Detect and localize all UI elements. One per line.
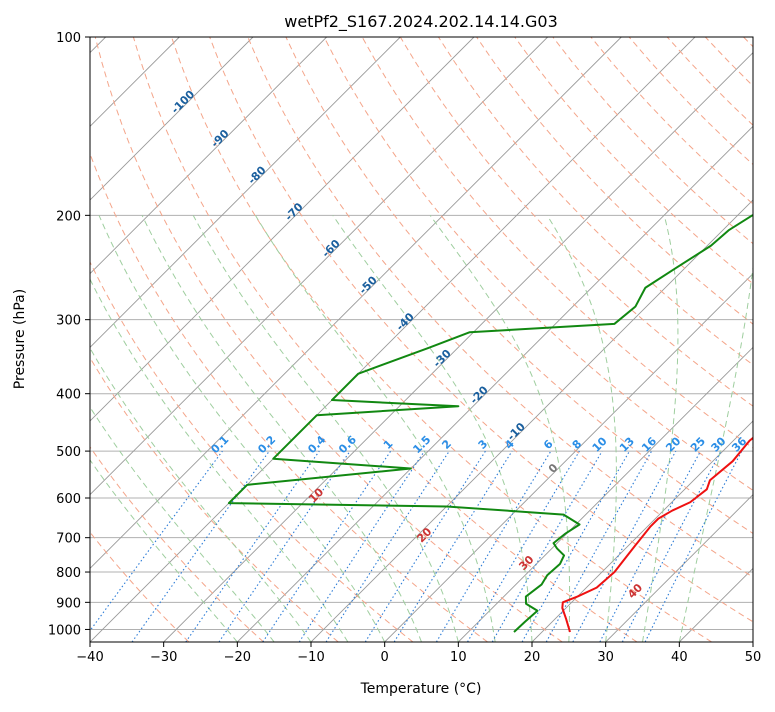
y-tick-label: 800 — [56, 566, 81, 581]
mixing-ratio-line — [644, 450, 743, 642]
profile-lines — [227, 214, 753, 633]
mixing-ratio-line — [218, 450, 351, 642]
x-tick-label: 40 — [671, 650, 688, 665]
y-tick-label: 1000 — [48, 623, 81, 638]
isotherm-line — [237, 125, 753, 642]
moist-adiabat-line — [678, 263, 753, 642]
mixing-ratio-line — [325, 450, 450, 642]
y-tick-label: 900 — [56, 596, 81, 611]
axes: −40 −30 −20 −10 0 10 20 30 40 50 100 200 300 400 500 60… — [48, 31, 761, 665]
mixing-ratio-line — [298, 450, 425, 642]
moist-adiabat-line — [98, 215, 386, 642]
x-tick-label: 10 — [450, 650, 467, 665]
dry-adiabat-line — [90, 356, 339, 642]
isotherm-line — [90, 37, 475, 422]
background-lines — [90, 37, 753, 642]
dewpoint-profile-line — [227, 214, 753, 633]
mixing-ratio-line — [90, 450, 223, 632]
moist-adiabat-line — [141, 215, 422, 642]
x-tick-label: 20 — [524, 650, 541, 665]
mixing-ratio-line — [545, 450, 653, 642]
isotherm-line — [458, 346, 753, 642]
chart-title: wetPf2_S167.2024.202.14.14.G03 — [284, 12, 558, 32]
isotherm-line — [531, 420, 753, 642]
plot-frame — [89, 36, 754, 643]
isotherm-line — [163, 52, 753, 642]
mixing-ratio-line — [131, 450, 270, 642]
isotherm-line — [90, 37, 622, 569]
y-tick-label: 100 — [56, 31, 81, 46]
dry-adiabat-line — [285, 37, 753, 535]
y-tick-label: 600 — [56, 492, 81, 507]
x-tick-label: −40 — [76, 650, 103, 665]
y-tick-label: 500 — [56, 445, 81, 460]
moist-adiabat-line — [90, 406, 275, 642]
mixing-ratio-line — [521, 450, 630, 642]
dry-adiabat-line — [94, 37, 563, 642]
mixing-ratio-line — [572, 450, 677, 642]
x-tick-label: −30 — [150, 650, 177, 665]
dry-adiabat-line — [132, 37, 638, 642]
dry-adiabat-line — [90, 260, 414, 642]
y-tick-label: 400 — [56, 388, 81, 403]
x-tick-label: −10 — [297, 650, 324, 665]
mixing-ratio-line — [185, 450, 320, 642]
x-tick-label: −20 — [224, 650, 251, 665]
moist-adiabat-line — [546, 215, 617, 642]
x-tick-label: 0 — [381, 650, 389, 665]
plot-area — [90, 37, 753, 642]
dry-adiabat-line — [514, 37, 753, 285]
moist-adiabat-line — [642, 215, 679, 642]
dry-adiabat-line — [171, 37, 713, 642]
isotherm-line — [605, 494, 753, 642]
isotherm-line — [384, 273, 753, 642]
x-tick-label: 30 — [597, 650, 614, 665]
y-tick-label: 200 — [56, 209, 81, 224]
mixing-ratio-line — [262, 450, 392, 642]
moist-adiabat-line — [429, 215, 571, 642]
y-tick-label: 700 — [56, 532, 81, 547]
moist-adiabat-line — [332, 215, 533, 642]
y-axis-label: Pressure (hPa) — [12, 289, 28, 389]
moist-adiabat-line — [90, 347, 312, 642]
isotherm-line — [90, 37, 254, 201]
y-tick-label: 300 — [56, 314, 81, 329]
moist-adiabat-line — [192, 215, 459, 642]
dry-adiabat-line — [247, 37, 753, 578]
moist-adiabat-line — [90, 459, 238, 642]
isotherm-line — [90, 37, 327, 275]
isotherm-line — [90, 37, 401, 348]
isotherm-line — [90, 37, 548, 496]
temperature-profile-line — [561, 436, 753, 633]
x-tick-label: 50 — [745, 650, 762, 665]
dry-adiabat-line — [209, 37, 753, 623]
mixing-ratio-line — [393, 450, 513, 642]
dry-adiabat-line — [476, 37, 753, 325]
dry-adiabat-line — [90, 446, 264, 642]
dry-adiabat-line — [323, 37, 753, 491]
x-axis-label: Temperature (°C) — [360, 681, 482, 697]
